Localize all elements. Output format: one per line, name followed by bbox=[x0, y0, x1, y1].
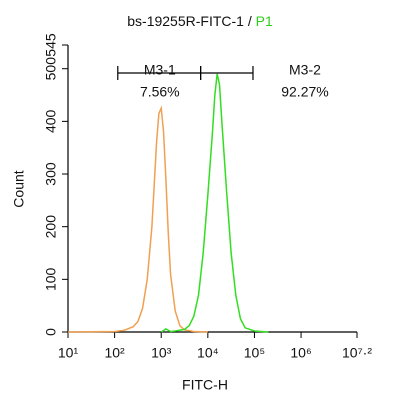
x-tick-label: 10¹ bbox=[58, 345, 79, 361]
gate-name: M3-1 bbox=[144, 62, 176, 78]
x-tick-label: 10³ bbox=[151, 345, 172, 361]
x-tick-label: 10⁴ bbox=[197, 345, 219, 361]
x-tick-label: 10⁶ bbox=[290, 345, 311, 361]
y-tick-label: 100 bbox=[43, 267, 59, 291]
y-axis-label: Count bbox=[11, 170, 27, 207]
x-tick-label: 10⁵ bbox=[244, 345, 265, 361]
y-tick-label: 400 bbox=[43, 109, 59, 133]
gate-percent: 7.56% bbox=[140, 84, 180, 100]
y-tick-label: 200 bbox=[43, 215, 59, 239]
x-axis-label: FITC-H bbox=[182, 377, 228, 393]
title-text: bs-19255R-FITC-1 bbox=[127, 13, 244, 29]
chart-title: bs-19255R-FITC-1 / P1 bbox=[127, 13, 273, 29]
gate-name: M3-2 bbox=[289, 62, 321, 78]
y-tick-label: 545 bbox=[43, 33, 59, 57]
title-separator: / bbox=[248, 13, 252, 29]
y-tick-label: 300 bbox=[43, 162, 59, 186]
histogram-curve bbox=[160, 73, 269, 333]
title-gate: P1 bbox=[256, 13, 273, 29]
y-tick-label: 500 bbox=[43, 57, 59, 81]
x-tick-label: 10⁷·² bbox=[342, 345, 372, 361]
histogram-curve bbox=[67, 105, 208, 333]
y-tick-label: 0 bbox=[43, 328, 59, 336]
gate-percent: 92.27% bbox=[281, 84, 328, 100]
x-tick-label: 10² bbox=[104, 345, 125, 361]
